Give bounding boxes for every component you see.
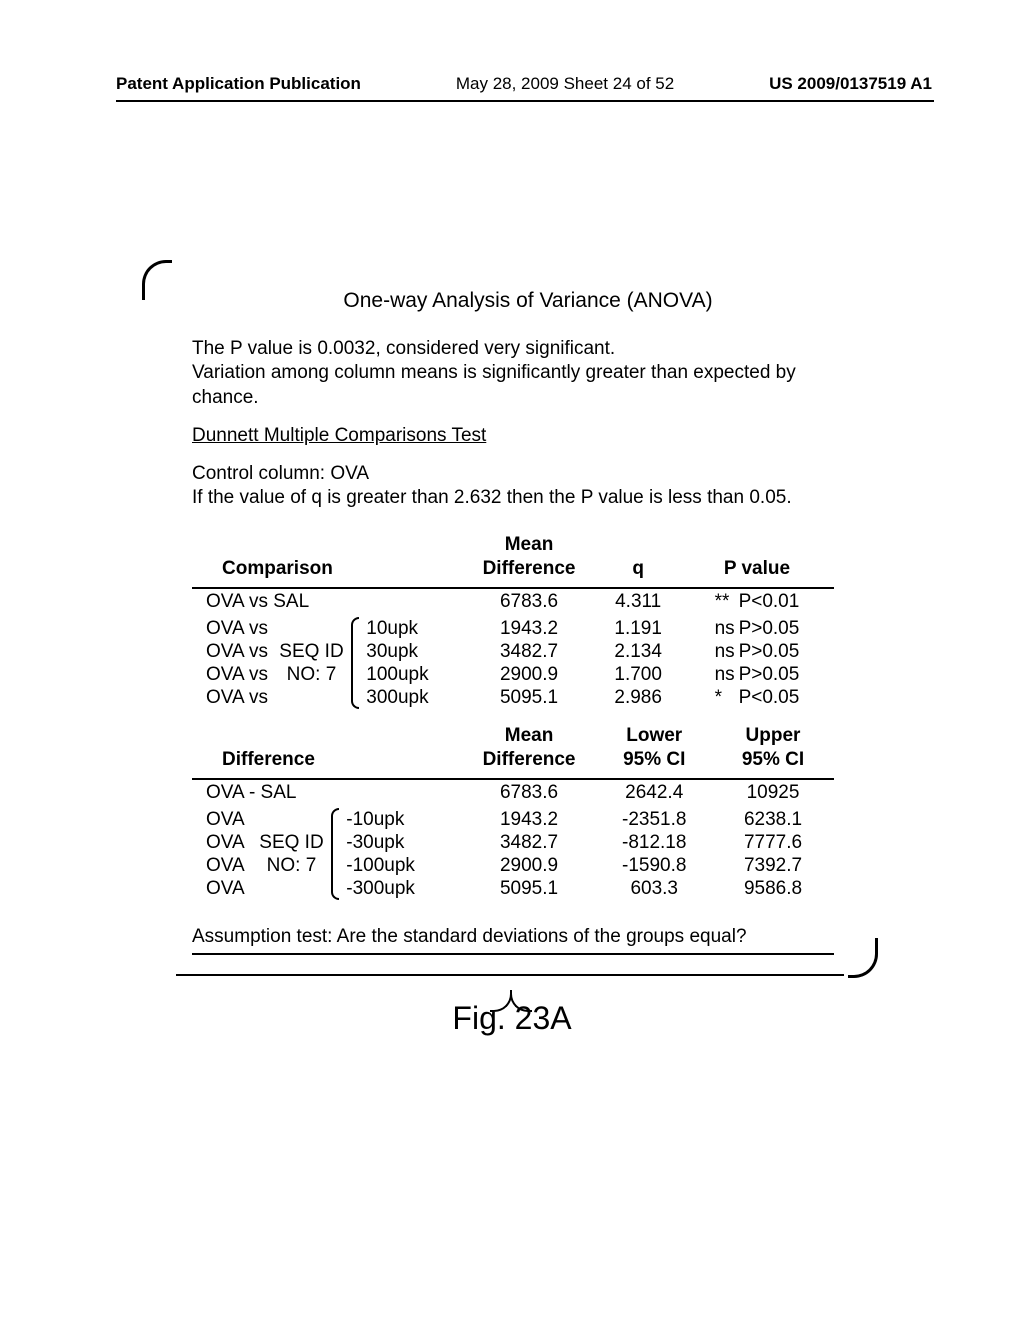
comparison-table: Comparison MeanDifference q P value OVA … [192,529,834,710]
table-row: OVAOVAOVAOVA SEQ IDNO: 7 -10upk-30upk-10… [192,807,462,901]
header-center: May 28, 2009 Sheet 24 of 52 [456,74,674,94]
th-q: q [596,529,679,589]
table-row: OVA vsOVA vsOVA vsOVA vs SEQ IDNO: 7 10u… [192,616,462,710]
anova-panel: One-way Analysis of Variance (ANOVA) The… [150,264,870,974]
th-mean-diff: MeanDifference [462,529,597,589]
bracket-bottom-right [848,938,878,978]
bracket-top-left [142,260,172,300]
th-comparison: Comparison [192,529,462,589]
anova-title: One-way Analysis of Variance (ANOVA) [222,288,834,315]
header-left: Patent Application Publication [116,74,361,94]
th-difference: Difference [192,720,462,780]
table-row: OVA - SAL [192,779,462,806]
control-line: Control column: OVA [192,463,369,484]
variation-line: Variation among column means is signific… [192,362,796,407]
table-row: OVA vs SAL [192,588,462,615]
th-lower-ci: Lower95% CI [596,720,712,780]
control-text: Control column: OVA If the value of q is… [192,462,834,511]
q-line: If the value of q is greater than 2.632 … [192,487,792,508]
difference-table: Difference MeanDifference Lower95% CI Up… [192,720,834,901]
p-line: The P value is 0.0032, considered very s… [192,338,615,359]
th-mean-diff-2: MeanDifference [462,720,597,780]
th-pvalue: P value [680,529,834,589]
figure-label: Fig. 23A [0,1000,1024,1037]
anova-p-text: The P value is 0.0032, considered very s… [192,337,834,410]
assumption-test: Assumption test: Are the standard deviat… [192,925,834,955]
header-right: US 2009/0137519 A1 [769,74,932,94]
th-upper-ci: Upper95% CI [712,720,834,780]
brace-bottom [176,974,844,976]
header-rule [116,100,934,102]
dunnett-heading: Dunnett Multiple Comparisons Test [192,424,834,448]
page-header: Patent Application Publication May 28, 2… [0,74,1024,94]
